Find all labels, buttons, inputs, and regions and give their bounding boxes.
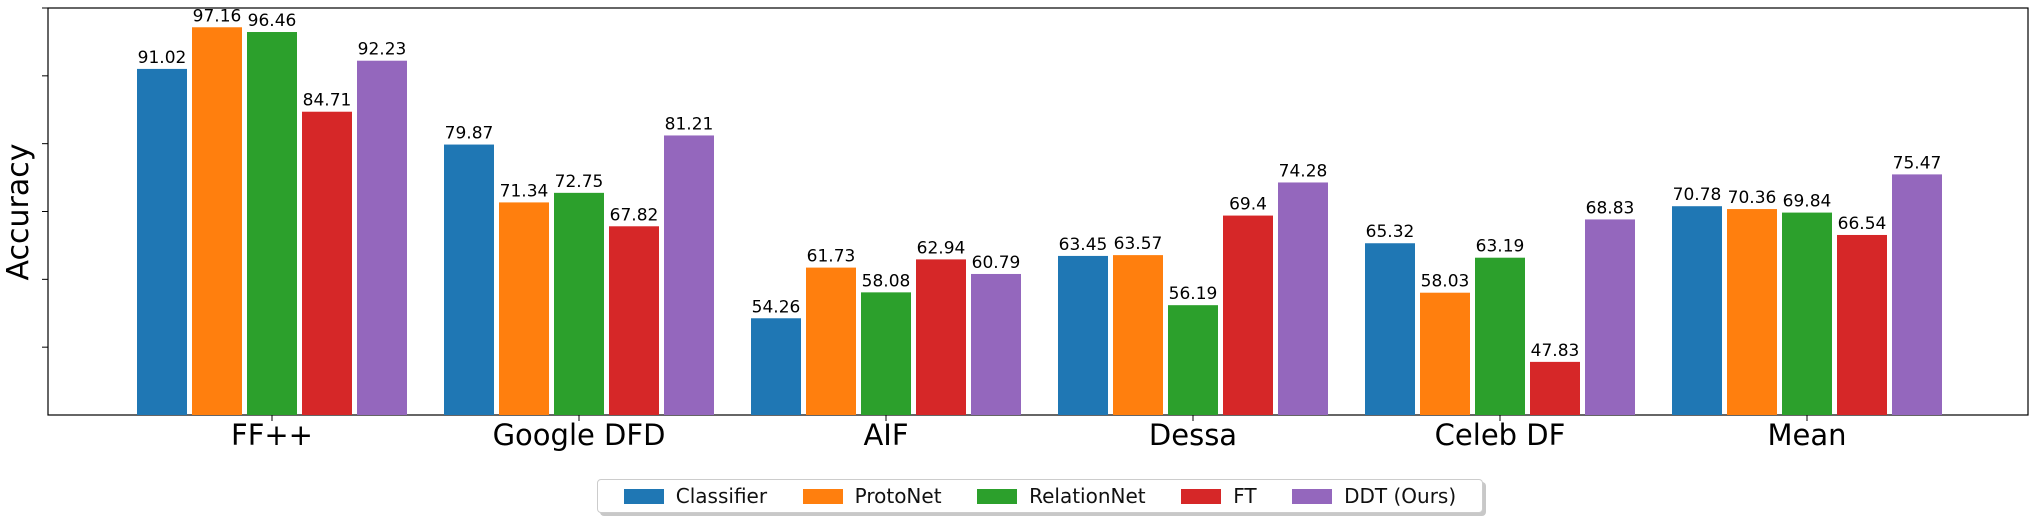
y-axis-label: Accuracy <box>1 144 36 281</box>
legend-label: Classifier <box>675 484 768 508</box>
bar-relationnet-google-dfd <box>554 192 604 415</box>
data-labels: 91.02 97.16 96.46 84.71 92.23 79.87 71.34 72.75… <box>138 6 1942 361</box>
data-label: 79.87 <box>445 124 494 144</box>
bar-classifier-mean <box>1672 206 1722 415</box>
legend: Classifier ProtoNet RelationNet FT DDT (Ours… <box>597 479 1483 513</box>
bar-relationnet-mean <box>1782 212 1832 415</box>
bar-classifier-ff <box>137 68 187 415</box>
data-label: 70.36 <box>1728 188 1777 208</box>
bar-ddt-ours-google-dfd <box>664 135 714 415</box>
data-label: 69.84 <box>1783 192 1832 212</box>
bar-classifier-aif <box>751 318 801 415</box>
bar-relationnet-ff <box>247 32 297 415</box>
bar-ddt-ours-aif <box>971 273 1021 415</box>
y-tick-marks <box>42 7 48 348</box>
bar-ddt-ours-ff <box>357 60 407 415</box>
bar-relationnet-dessa <box>1168 305 1218 415</box>
legend-item: Classifier <box>623 484 768 508</box>
data-label: 63.45 <box>1059 235 1108 255</box>
data-label: 92.23 <box>358 40 407 60</box>
x-tick-label: AIF <box>863 418 908 452</box>
data-label: 96.46 <box>248 11 297 31</box>
data-label: 84.71 <box>303 91 352 111</box>
bar-ft-dessa <box>1223 215 1273 415</box>
data-label: 58.08 <box>862 271 911 291</box>
bar-ft-celeb-df <box>1530 361 1580 415</box>
legend-swatch <box>802 488 843 504</box>
legend-item: RelationNet <box>977 484 1146 508</box>
legend-item: DDT (Ours) <box>1292 484 1456 508</box>
data-label: 72.75 <box>555 172 604 192</box>
bar-ddt-ours-mean <box>1892 174 1942 415</box>
bar-protonet-mean <box>1727 209 1777 415</box>
bar-ft-google-dfd <box>609 226 659 415</box>
data-label: 47.83 <box>1531 341 1580 361</box>
bar-chart: 91.02 97.16 96.46 84.71 92.23 79.87 71.34 72.75… <box>1 6 2029 452</box>
bar-relationnet-aif <box>861 292 911 415</box>
data-label: 54.26 <box>752 297 801 317</box>
legend-swatch <box>1292 488 1333 504</box>
bar-protonet-ff <box>192 27 242 415</box>
data-label: 60.79 <box>972 253 1021 273</box>
data-label: 63.19 <box>1476 237 1525 257</box>
legend-swatch <box>1181 488 1222 504</box>
bar-protonet-aif <box>806 267 856 415</box>
x-tick-labels: FF++ Google DFD AIF Dessa Celeb DF Mean <box>231 415 1847 452</box>
bar-ddt-ours-celeb-df <box>1585 219 1635 415</box>
data-label: 75.47 <box>1893 153 1942 173</box>
bar-classifier-dessa <box>1058 255 1108 415</box>
bar-ft-ff <box>302 111 352 415</box>
data-label: 66.54 <box>1838 214 1887 234</box>
data-label: 62.94 <box>917 238 966 258</box>
data-label: 67.82 <box>610 205 659 225</box>
bar-ddt-ours-dessa <box>1278 182 1328 415</box>
x-tick-label: Celeb DF <box>1435 418 1566 452</box>
data-label: 61.73 <box>807 247 856 267</box>
data-label: 63.57 <box>1114 234 1163 254</box>
bar-ft-aif <box>916 259 966 415</box>
x-tick-label: Dessa <box>1149 418 1237 452</box>
data-label: 81.21 <box>665 114 714 134</box>
data-label: 69.4 <box>1229 195 1267 215</box>
data-label: 70.78 <box>1673 185 1722 205</box>
data-label: 74.28 <box>1279 161 1328 181</box>
x-tick-label: Google DFD <box>493 418 666 452</box>
bar-protonet-dessa <box>1113 255 1163 415</box>
bar-classifier-celeb-df <box>1365 243 1415 415</box>
legend-label: ProtoNet <box>854 484 942 508</box>
legend-item: FT <box>1181 484 1257 508</box>
bar-relationnet-celeb-df <box>1475 257 1525 415</box>
bar-protonet-celeb-df <box>1420 292 1470 415</box>
legend-label: RelationNet <box>1029 484 1146 508</box>
bar-classifier-google-dfd <box>444 144 494 415</box>
bars <box>137 27 1942 415</box>
data-label: 68.83 <box>1586 198 1635 218</box>
legend-item: ProtoNet <box>802 484 942 508</box>
legend-label: DDT (Ours) <box>1344 484 1457 508</box>
data-label: 91.02 <box>138 48 187 68</box>
x-tick-label: Mean <box>1767 418 1846 452</box>
data-label: 58.03 <box>1421 272 1470 292</box>
legend-swatch <box>977 488 1018 504</box>
data-label: 97.16 <box>193 6 242 26</box>
legend-swatch <box>623 488 664 504</box>
data-label: 71.34 <box>500 181 549 201</box>
legend-label: FT <box>1233 484 1257 508</box>
data-label: 65.32 <box>1366 222 1415 242</box>
bar-protonet-google-dfd <box>499 202 549 415</box>
x-tick-label: FF++ <box>231 418 313 452</box>
data-label: 56.19 <box>1169 284 1218 304</box>
bar-ft-mean <box>1837 234 1887 415</box>
